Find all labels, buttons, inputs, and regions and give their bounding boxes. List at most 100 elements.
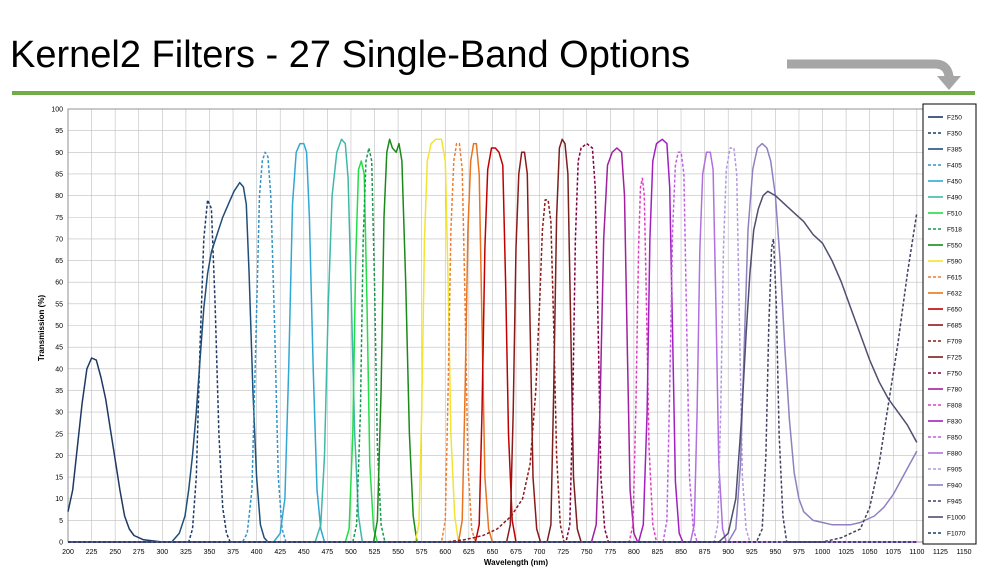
legend-label: F385 [947, 147, 962, 154]
y-tick-label: 45 [55, 345, 63, 352]
series-line-f685 [68, 151, 917, 543]
x-tick-label: 225 [86, 549, 98, 556]
x-tick-label: 725 [557, 549, 569, 556]
y-tick-label: 25 [55, 431, 63, 438]
x-tick-label: 925 [746, 549, 758, 556]
series-line-f709 [68, 199, 917, 543]
x-tick-label: 475 [322, 549, 334, 556]
legend-label: F490 [947, 195, 962, 202]
x-tick-label: 950 [770, 549, 782, 556]
series-line-f1000 [68, 190, 918, 543]
series-line-f830 [68, 138, 917, 543]
series-line-f905 [68, 147, 917, 543]
legend-label: F405 [947, 163, 962, 170]
legend-label: F880 [947, 451, 962, 458]
y-tick-label: 60 [55, 280, 63, 287]
series-line-f490 [68, 138, 917, 543]
legend-box [922, 103, 977, 545]
page-title: Kernel2 Filters - 27 Single-Band Options [10, 34, 691, 76]
y-tick-label: 70 [55, 236, 63, 243]
legend-label: F905 [947, 467, 962, 474]
legend-label: F808 [947, 403, 962, 410]
series-line-f808 [68, 177, 917, 543]
x-tick-label: 900 [722, 549, 734, 556]
y-tick-label: 55 [55, 301, 63, 308]
legend-label: F750 [947, 371, 962, 378]
legend-label: F685 [947, 323, 962, 330]
legend-label: F632 [947, 291, 962, 298]
series-line-f405 [68, 151, 917, 543]
legend-label: F940 [947, 483, 962, 490]
legend-label: F250 [947, 115, 962, 122]
y-tick-label: 65 [55, 258, 63, 265]
x-tick-label: 875 [699, 549, 711, 556]
x-tick-label: 625 [463, 549, 475, 556]
x-tick-label: 750 [581, 549, 593, 556]
y-tick-label: 75 [55, 215, 63, 222]
legend-label: F550 [947, 243, 962, 250]
y-tick-label: 40 [55, 366, 63, 373]
series-line-f850 [68, 151, 917, 543]
x-tick-label: 1075 [885, 549, 901, 556]
legend-label: F1000 [947, 515, 966, 522]
y-tick-label: 80 [55, 193, 63, 200]
x-tick-label: 1050 [862, 549, 878, 556]
x-tick-label: 350 [204, 549, 216, 556]
y-axis-label: Transmission (%) [37, 295, 46, 362]
x-tick-label: 800 [628, 549, 640, 556]
series-line-f780 [68, 147, 917, 543]
x-tick-label: 850 [675, 549, 687, 556]
y-tick-label: 90 [55, 150, 63, 157]
x-axis-label: Wavelength (nm) [484, 558, 548, 567]
x-tick-label: 1125 [933, 549, 948, 556]
x-tick-label: 375 [227, 549, 239, 556]
legend-label: F450 [947, 179, 962, 186]
x-tick-label: 1025 [838, 549, 854, 556]
x-tick-label: 525 [369, 549, 381, 556]
chart-legend: F250 F350 F385 F405 F450 F490 F510 F518 F550 F590… [922, 103, 977, 545]
series-line-f450 [68, 142, 917, 543]
x-tick-label: 1150 [956, 549, 971, 556]
series-line-f250 [67, 357, 917, 543]
x-tick-label: 250 [109, 549, 121, 556]
x-tick-label: 300 [156, 549, 168, 556]
series-line-f518 [68, 147, 917, 543]
y-tick-label: 85 [55, 171, 63, 178]
legend-label: F1070 [947, 531, 966, 538]
title-divider [12, 91, 975, 95]
legend-label: F709 [947, 339, 962, 346]
y-tick-label: 30 [55, 410, 63, 417]
x-tick-label: 775 [604, 549, 616, 556]
y-tick-label: 0 [59, 540, 63, 547]
legend-label: F725 [947, 355, 962, 362]
legend-label: F350 [947, 131, 962, 138]
x-tick-label: 325 [180, 549, 192, 556]
x-tick-label: 450 [298, 549, 310, 556]
series-line-f550 [68, 138, 917, 543]
series-line-f632 [68, 142, 917, 543]
legend-label: F650 [947, 307, 962, 314]
series-line-f940 [68, 142, 918, 543]
legend-label: F830 [947, 419, 962, 426]
x-tick-label: 550 [392, 549, 404, 556]
x-tick-label: 1000 [815, 549, 831, 556]
legend-label: F780 [947, 387, 962, 394]
x-tick-label: 825 [652, 549, 664, 556]
y-tick-label: 100 [51, 107, 63, 114]
chart-series [67, 138, 918, 543]
x-tick-label: 200 [62, 549, 74, 556]
transmission-chart: 200 225 250 275 300 325 350 375 400 425 450 475 500 5… [37, 103, 977, 567]
x-tick-label: 600 [439, 549, 451, 556]
series-line-f590 [68, 138, 917, 543]
series-line-f510 [68, 160, 917, 543]
y-tick-label: 10 [55, 496, 63, 503]
x-tick-label: 700 [534, 549, 546, 556]
x-tick-label: 425 [274, 549, 286, 556]
series-line-f615 [68, 142, 917, 543]
x-tick-label: 400 [251, 549, 263, 556]
y-tick-label: 50 [55, 323, 63, 330]
y-tick-label: 95 [55, 128, 63, 135]
y-tick-label: 15 [55, 475, 63, 482]
x-tick-label: 975 [793, 549, 805, 556]
y-tick-label: 20 [55, 453, 63, 460]
